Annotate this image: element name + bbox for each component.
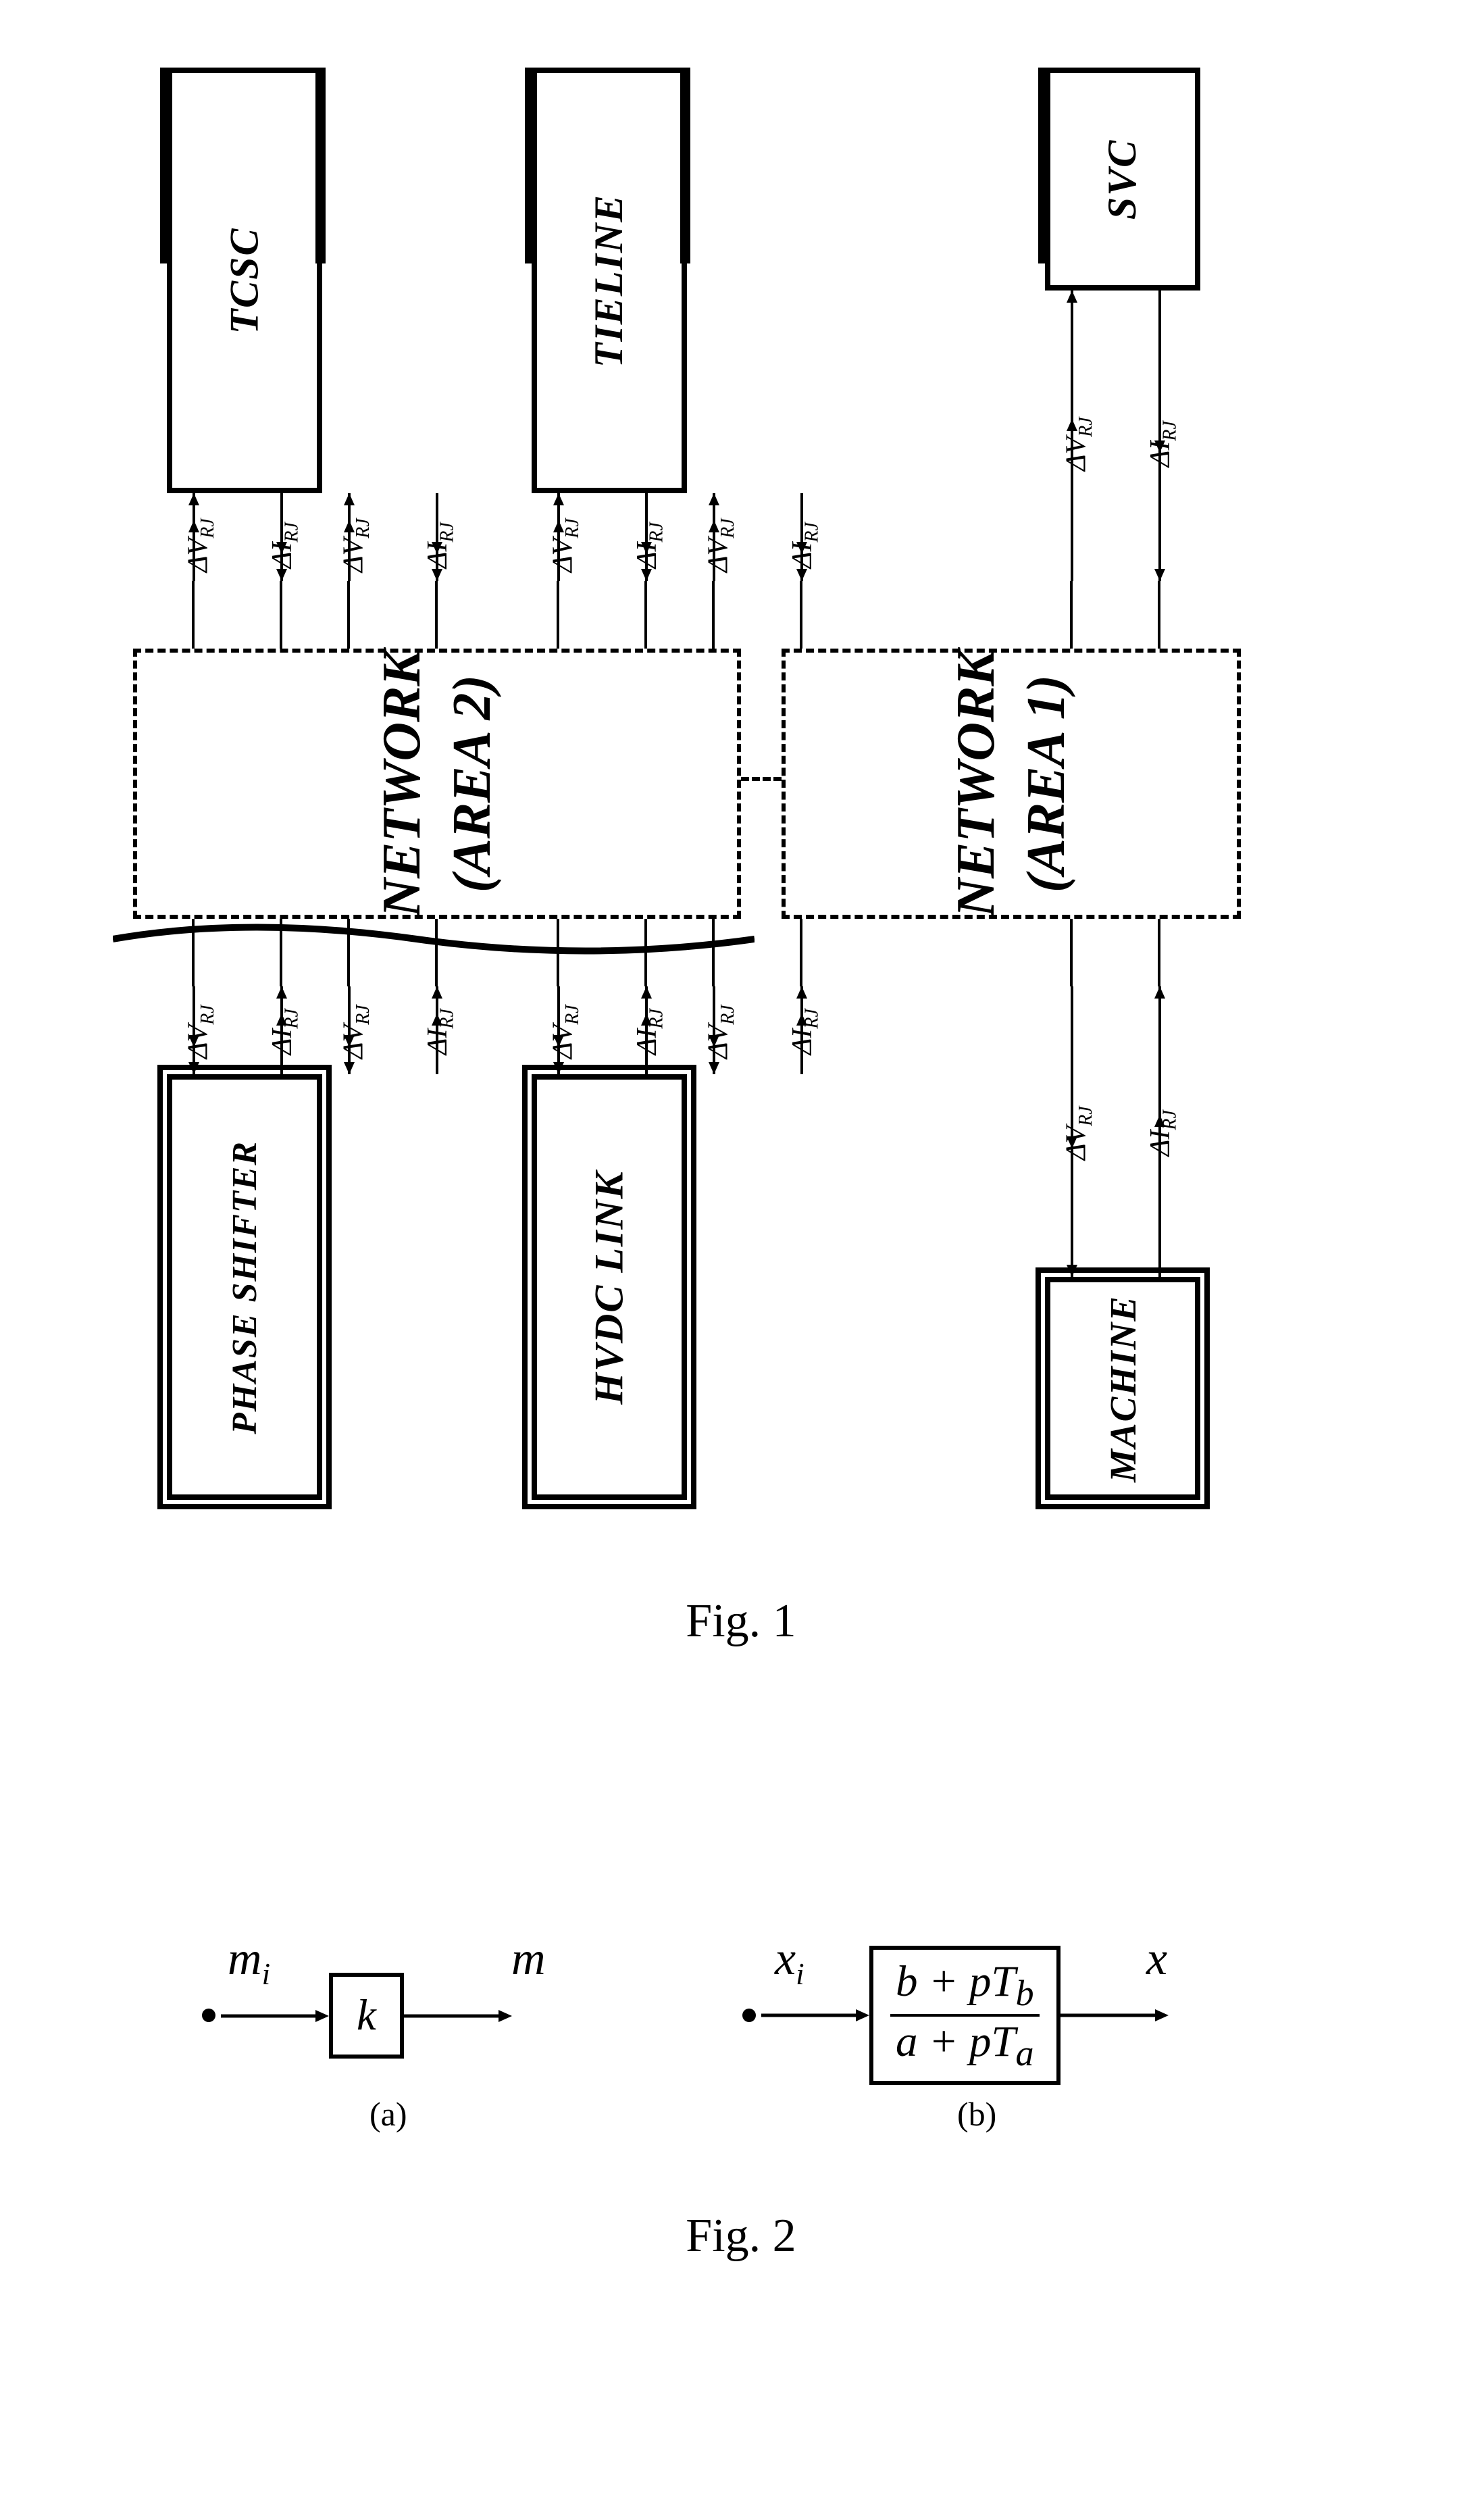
conn-b6 [644,919,647,986]
phase-shifter-label: PHASE SHIFTER [225,1140,265,1434]
tf-box: b + pTb a + pTa [869,1946,1061,2085]
machine-label: MACHINE [1102,1295,1144,1482]
bus-bar-bot-4 [680,68,690,263]
svc-box: SVC [1045,68,1200,291]
label-tieline-2i: ΔIRJ [786,522,823,568]
block-a-label: (a) [369,2094,407,2134]
block-a-output: m [511,1932,546,1986]
net2-line1: NETWORK [372,650,432,917]
label-hvdc-2v: ΔVRJ [702,1005,739,1059]
conn-t3 [347,581,350,649]
label-tcsc-1i: ΔIRJ [266,522,303,568]
label-ps-1i: ΔIRJ [266,1009,303,1055]
block-b: b + pTb a + pTa [741,1946,1169,2085]
label-svc-v: ΔVRJ [1061,417,1097,471]
tcsc-label: TCSC [222,227,268,334]
dot-a [201,2007,218,2024]
network-connector [741,777,782,781]
conn-b7 [712,919,715,986]
label-ps-2i: ΔIRJ [421,1009,458,1055]
conn-t7 [712,581,715,649]
label-hvdc-2i: ΔIRJ [786,1009,823,1055]
figure-2: k mi m (a) b + pTb a + pTa xi x (b) [133,1919,1349,2189]
tf-fraction: b + pTb a + pTa [890,1957,1040,2074]
conn-b2 [280,919,282,986]
network-area2-label: NETWORK(AREA 2) [367,650,507,917]
label-machine-v: ΔVRJ [1061,1106,1097,1160]
label-ps-1v: ΔVRJ [182,1005,219,1059]
label-tcsc-2v: ΔVRJ [338,518,374,572]
conn-b9 [1070,919,1073,986]
arrow-b-in [761,2005,869,2025]
machine-box: MACHINE [1045,1277,1200,1500]
conn-t4 [435,581,438,649]
fig1-caption: Fig. 1 [101,1594,1381,1648]
arrow-a-in [221,2006,329,2026]
net1-line1: NETWORK [946,650,1006,917]
label-svc-i: ΔIRJ [1144,421,1181,467]
bus-bar-bot-5 [1038,68,1048,263]
conn-b5 [557,919,559,986]
figure-1: TCSC TIELINE SVC NETWORK(AREA 2) NETWORK… [133,68,1349,1554]
network-area1-label: NETWORK(AREA 1) [941,650,1081,917]
dot-b [741,2007,758,2024]
block-b-label: (b) [957,2094,996,2134]
network-area2-box: NETWORK(AREA 2) [133,649,741,919]
conn-b3 [347,919,350,986]
label-tieline-1v: ΔVRJ [547,518,584,572]
svc-label: SVC [1099,138,1146,219]
wave-line [113,912,755,966]
fig2-caption: Fig. 2 [101,2209,1381,2263]
conn-t2 [280,581,282,649]
conn-t8 [800,581,802,649]
phase-shifter-box: PHASE SHIFTER [167,1074,322,1500]
conn-t9 [1070,581,1073,649]
gain-box: k [329,1973,404,2059]
conn-t6 [644,581,647,649]
network-area1-box: NETWORK(AREA 1) [782,649,1241,919]
bus-bar-bot-2 [315,68,326,263]
block-b-input: xi [775,1932,804,1992]
block-a-input: mi [228,1932,270,1992]
tf-denominator: a + pTa [890,2017,1040,2074]
conn-b1 [192,919,195,986]
conn-t1 [192,581,195,649]
tieline-label: TIELINE [586,193,633,367]
label-hvdc-1v: ΔVRJ [547,1005,584,1059]
tieline-box: TIELINE [532,68,687,493]
conn-b8 [800,919,802,986]
arrow-a-out [404,2006,512,2026]
tcsc-box: TCSC [167,68,322,493]
label-machine-i: ΔIRJ [1144,1110,1181,1156]
label-tieline-2v: ΔVRJ [702,518,739,572]
conn-b4 [435,919,438,986]
conn-t10 [1158,581,1160,649]
label-ps-2v: ΔVRJ [338,1005,374,1059]
bus-bar-bot-3 [525,68,535,263]
conn-b10 [1158,919,1160,986]
label-tieline-1i: ΔIRJ [631,522,667,568]
gain-k: k [357,1991,376,2040]
bus-bar-bot-1 [160,68,170,263]
hvdc-link-label: HVDC LINK [586,1170,633,1404]
label-tcsc-2i: ΔIRJ [421,522,458,568]
label-hvdc-1i: ΔIRJ [631,1009,667,1055]
arrow-b-out [1061,2005,1169,2025]
hvdc-link-box: HVDC LINK [532,1074,687,1500]
block-b-output: x [1146,1932,1167,1986]
tf-numerator: b + pTb [890,1957,1040,2017]
conn-t5 [557,581,559,649]
label-tcsc-1v: ΔVRJ [182,518,219,572]
net2-line2: (AREA 2) [442,675,502,892]
net1-line2: (AREA 1) [1017,675,1076,892]
